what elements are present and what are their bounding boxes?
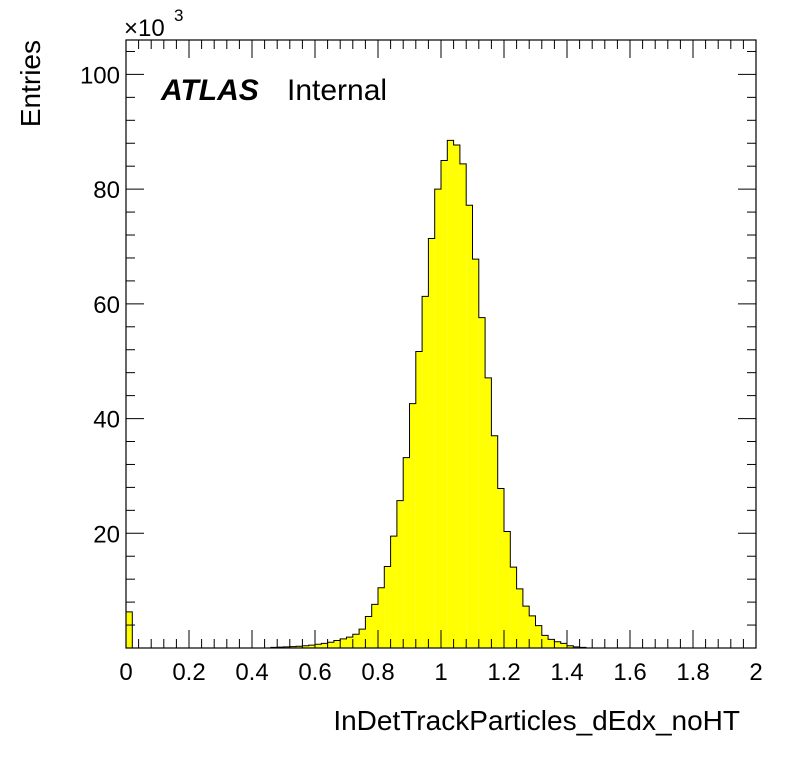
histogram-bar xyxy=(302,645,309,648)
histogram-bar xyxy=(447,140,454,648)
histogram-bar xyxy=(384,566,391,648)
histogram-bar xyxy=(378,587,385,648)
x-tick-label: 1.4 xyxy=(550,659,583,686)
histogram-bar xyxy=(535,625,542,648)
internal-label: Internal xyxy=(287,74,387,107)
histogram-bar xyxy=(510,567,517,648)
histogram-bar xyxy=(296,646,303,648)
histogram-bar xyxy=(434,189,441,648)
histogram-bar xyxy=(529,615,536,648)
histogram-bar xyxy=(333,640,341,648)
x-axis-title: InDetTrackParticles_dEdx_noHT xyxy=(333,705,740,736)
x-tick-label: 2 xyxy=(749,659,762,686)
histogram-bar xyxy=(504,531,511,648)
x-tick-label: 0.6 xyxy=(298,659,331,686)
histogram-bar xyxy=(554,641,561,648)
histogram-bar xyxy=(308,645,315,648)
y-tick-label: 80 xyxy=(93,177,120,204)
histogram-bar xyxy=(422,296,429,648)
histogram-bar xyxy=(453,144,460,648)
histogram-bar xyxy=(441,160,448,649)
x-tick-label: 0.8 xyxy=(361,659,394,686)
histogram-bar xyxy=(371,604,378,648)
y-tick-label: 40 xyxy=(93,407,120,434)
histogram-bar xyxy=(352,634,360,648)
histogram-bars xyxy=(126,140,586,649)
x-tick-label: 0 xyxy=(119,659,132,686)
histogram-bar xyxy=(485,377,492,648)
histogram-bar xyxy=(403,457,410,648)
y-axis-ticks: 20 40 60 80 100 xyxy=(80,50,756,649)
histogram-bar xyxy=(560,643,567,648)
x-axis-ticks: 0 0.2 0.4 0.6 0.8 1 1.2 1.4 1.6 1.8 2 xyxy=(119,40,763,686)
y-tick-label: 100 xyxy=(80,62,120,89)
x-tick-label: 1.2 xyxy=(487,659,520,686)
y-tick-label: 60 xyxy=(93,292,120,319)
x-tick-label: 1 xyxy=(434,659,447,686)
x-tick-label: 1.8 xyxy=(676,659,709,686)
histogram-bar xyxy=(396,500,404,648)
histogram-bar xyxy=(541,635,549,648)
x-tick-label: 1.6 xyxy=(613,659,646,686)
histogram-bar xyxy=(497,488,504,648)
y-multiplier-exponent: 3 xyxy=(174,6,183,25)
histogram-outline xyxy=(125,139,587,648)
histogram-bar xyxy=(567,645,574,648)
x-tick-label: 0.4 xyxy=(235,659,268,686)
histogram-bar xyxy=(428,238,435,648)
histogram-bar xyxy=(491,435,498,648)
y-multiplier-label: ×10 xyxy=(124,15,165,42)
histogram-bar xyxy=(548,639,555,648)
histogram-bar xyxy=(327,642,334,648)
histogram-bar xyxy=(409,403,416,648)
y-axis-title: Entries xyxy=(15,40,46,127)
histogram-bar xyxy=(516,588,523,648)
histogram-bar xyxy=(459,163,467,648)
histogram-bar xyxy=(340,638,347,648)
histogram-bar xyxy=(359,629,366,648)
histogram-bar xyxy=(365,616,372,648)
histogram-bar xyxy=(126,611,133,648)
histogram-bar xyxy=(289,646,297,648)
histogram-bar xyxy=(472,259,479,648)
x-tick-label: 0.2 xyxy=(172,659,205,686)
y-tick-label: 20 xyxy=(93,521,120,548)
histogram-bar xyxy=(390,536,397,648)
histogram-bar xyxy=(315,644,322,648)
histogram-bar xyxy=(346,637,353,648)
histogram-bar xyxy=(415,351,423,648)
histogram-bar xyxy=(321,643,328,648)
histogram-bar xyxy=(466,205,473,649)
atlas-label: ATLAS xyxy=(160,74,259,107)
histogram-bar xyxy=(478,317,486,648)
histogram-bar xyxy=(522,606,530,648)
